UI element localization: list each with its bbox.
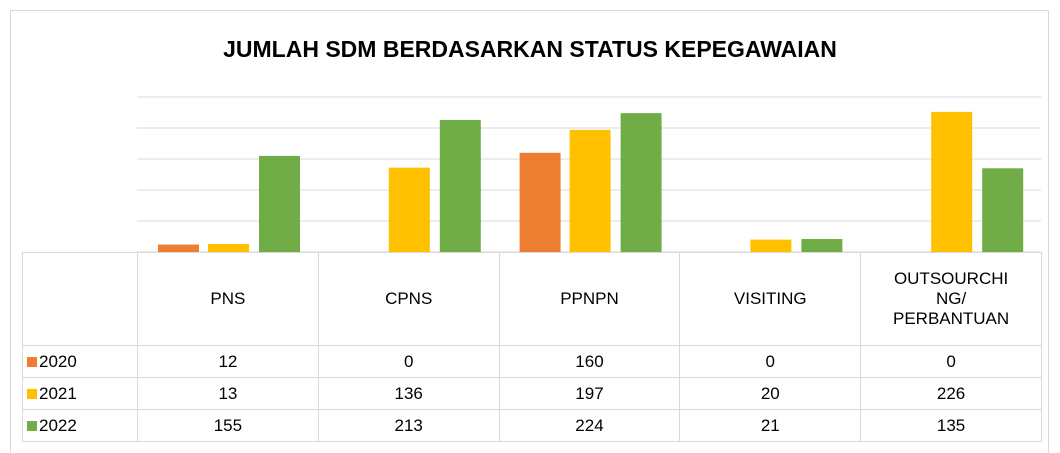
header-row: PNS CPNS PPNPN VISITING OUTSOURCHING/ PERBAN…	[22, 252, 1042, 346]
value-cell: 20	[679, 377, 862, 410]
bar	[750, 239, 792, 252]
value-cell: 13	[137, 377, 319, 410]
bar	[569, 129, 611, 252]
legend-cell: 2020	[22, 345, 138, 378]
bar	[259, 155, 300, 252]
value-cell: 21	[679, 409, 862, 442]
value-cell: 0	[679, 345, 862, 378]
bar	[208, 243, 249, 252]
category-cell: PNS	[137, 252, 319, 346]
series-row: 2020 12 0 160 0 0	[22, 345, 1042, 378]
value-cell: 213	[317, 409, 500, 442]
bar	[620, 113, 662, 253]
value-cell: 224	[498, 409, 681, 442]
legend-swatch	[27, 420, 37, 431]
bar	[388, 167, 430, 252]
data-table: PNS CPNS PPNPN VISITING OUTSOURCHING/ PERBAN…	[22, 252, 1042, 442]
bar	[158, 244, 199, 252]
category-label: CPNS	[385, 289, 433, 308]
bar	[439, 119, 481, 252]
legend-swatch	[27, 388, 37, 399]
legend-label: 2021	[39, 383, 77, 403]
legend-swatch	[27, 356, 37, 367]
value-cell: 135	[860, 409, 1042, 442]
legend-cell: 2022	[22, 409, 138, 442]
category-label: VISITING	[733, 289, 807, 308]
category-cell: CPNS	[317, 252, 500, 346]
value-cell: 160	[498, 345, 681, 378]
legend-label: 2020	[39, 351, 77, 371]
legend-cell: 2021	[22, 377, 138, 410]
corner-cell	[22, 252, 138, 346]
series-row: 2021 13 136 197 20 226	[22, 377, 1042, 410]
category-cell: OUTSOURCHING/ PERBANTUAN	[860, 252, 1042, 346]
value-cell: 0	[860, 345, 1042, 378]
chart-title: JUMLAH SDM BERDASARKAN STATUS KEPEGAWAIA…	[223, 36, 837, 62]
chart-frame	[10, 10, 1049, 453]
value-cell: 12	[137, 345, 319, 378]
value-cell: 136	[317, 377, 500, 410]
value-cell: 197	[498, 377, 681, 410]
legend-label: 2022	[39, 415, 77, 435]
bar	[519, 152, 561, 252]
value-cell: 155	[137, 409, 319, 442]
bar	[801, 238, 843, 252]
category-cell: VISITING	[679, 252, 862, 346]
category-label: PPNPN	[560, 289, 619, 308]
bar	[931, 111, 973, 252]
bar	[982, 168, 1024, 252]
category-label: OUTSOURCHING/ PERBANTUAN	[892, 269, 1010, 328]
value-cell: 0	[317, 345, 500, 378]
value-cell: 226	[860, 377, 1042, 410]
category-cell: PPNPN	[498, 252, 681, 346]
series-row: 2022 155 213 224 21 135	[22, 409, 1042, 442]
category-label: PNS	[210, 289, 246, 308]
